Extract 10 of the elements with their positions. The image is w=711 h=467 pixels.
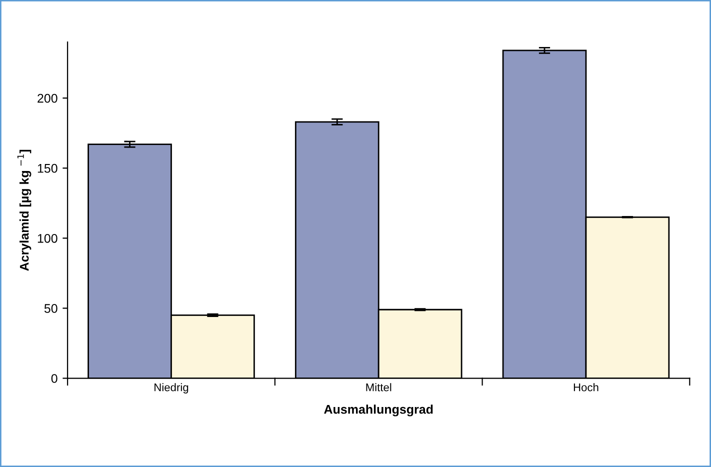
y-axis-title: Acrylamid [µg kg $^{−1}$] (17, 150, 32, 271)
x-tick-label: Hoch (574, 383, 598, 392)
x-tick-label: Niedrig (154, 383, 188, 394)
x-axis-title: Ausmahlungsgrad (324, 404, 433, 416)
y-tick-label: 0 (51, 374, 58, 383)
y-tick-label: 150 (38, 164, 58, 173)
y-tick-label: 200 (38, 94, 58, 103)
x-tick-label: Mittel (366, 383, 392, 392)
y-tick-label: 50 (44, 304, 58, 313)
y-tick-label: 100 (38, 234, 58, 243)
